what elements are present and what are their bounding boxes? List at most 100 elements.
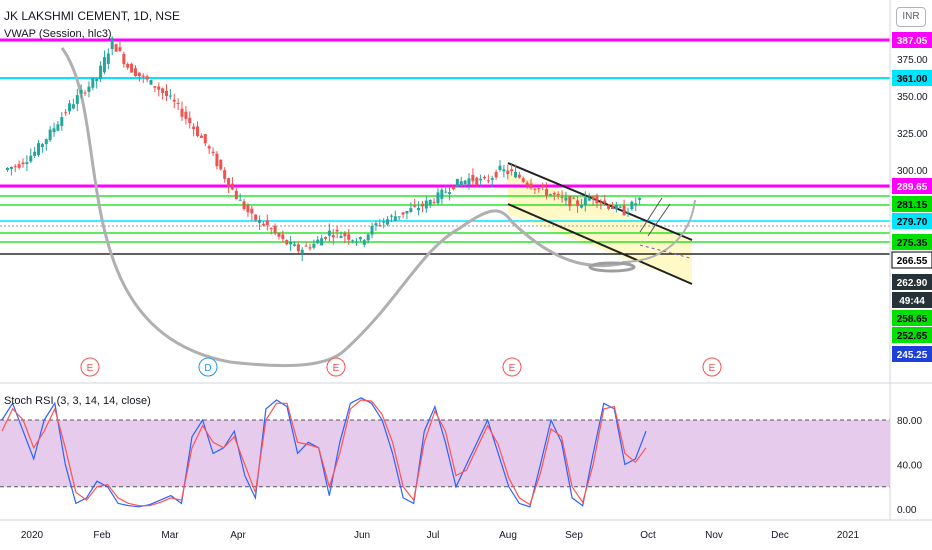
candle-body	[618, 206, 622, 208]
candle-body	[281, 234, 285, 239]
candle-body	[451, 186, 455, 190]
time-axis-label: Dec	[771, 530, 789, 541]
price-badge-bg	[892, 292, 932, 308]
price-badge[interactable]: 262.90	[892, 274, 932, 290]
stoch-rsi-label[interactable]: Stoch RSI (3, 3, 14, 14, close)	[4, 395, 151, 407]
price-badge[interactable]: 361.00	[892, 70, 932, 86]
price-badge[interactable]: 387.05	[892, 32, 932, 48]
price-badge-bg	[892, 178, 932, 194]
candle-body	[17, 164, 21, 168]
projection-dashed-line	[639, 244, 691, 259]
event-marker-label: D	[204, 363, 211, 374]
candle-body	[420, 203, 424, 207]
price-badge-label: 289.65	[897, 182, 928, 193]
event-marker-circle	[702, 357, 722, 377]
stoch-d-line	[1, 399, 647, 507]
price-badge[interactable]: 266.55	[891, 251, 932, 269]
price-badge[interactable]: 258.65	[892, 310, 932, 326]
price-badge[interactable]: 252.65	[892, 327, 932, 343]
earnings-marker[interactable]: E	[502, 357, 522, 377]
price-badge[interactable]: 289.65	[892, 178, 932, 194]
candle-body	[6, 167, 9, 171]
earnings-marker[interactable]: E	[326, 357, 346, 377]
candle-body	[568, 196, 572, 207]
time-axis-label: Feb	[93, 530, 111, 541]
currency-badge[interactable]: INR	[896, 7, 926, 27]
candle-body	[459, 181, 463, 186]
candle-body	[265, 220, 269, 226]
candle-body	[126, 63, 130, 68]
candle-body	[514, 171, 518, 178]
candle-body	[409, 208, 413, 213]
candle-body	[506, 170, 510, 175]
candle-body	[37, 143, 41, 156]
candle-body	[180, 108, 184, 117]
candle-body	[25, 162, 29, 164]
price-badge-bg	[892, 327, 932, 343]
price-badge[interactable]: 275.35	[892, 234, 932, 250]
candle-body	[44, 139, 48, 144]
candle-body	[250, 208, 254, 214]
time-axis-label: Nov	[705, 530, 723, 541]
price-badge-bg	[892, 346, 932, 362]
time-axis-label: Apr	[230, 530, 246, 541]
candle-body	[13, 166, 17, 168]
candle-body	[29, 155, 33, 162]
candle-body	[75, 95, 79, 104]
candle-body	[188, 117, 192, 124]
candle-body	[165, 90, 168, 97]
dividend-marker[interactable]: D	[198, 357, 218, 377]
earnings-marker[interactable]: E	[80, 357, 100, 377]
price-badge[interactable]: 245.25	[892, 346, 932, 362]
time-axis-label: Aug	[499, 530, 517, 541]
candle-body	[95, 78, 99, 82]
candle-body	[378, 225, 382, 227]
candle-body	[223, 170, 227, 179]
candle-body	[444, 191, 448, 193]
price-badge[interactable]: 281.15	[892, 196, 932, 212]
candle-body	[242, 201, 246, 209]
candle-body	[261, 223, 265, 226]
candle-body	[172, 99, 176, 102]
candle-body	[483, 176, 486, 179]
candle-body	[358, 237, 362, 240]
candle-body	[99, 65, 103, 79]
event-marker-circle	[198, 357, 218, 377]
price-badge-bg	[892, 310, 932, 326]
vwap-indicator-label[interactable]: VWAP (Session, hlc3)	[4, 28, 112, 40]
price-badge-bg	[892, 32, 932, 48]
candle-body	[572, 197, 576, 199]
candle-body	[595, 195, 599, 204]
candle-body	[533, 188, 537, 190]
price-badge[interactable]: 49:44	[892, 292, 932, 308]
price-badge-label: 361.00	[897, 74, 928, 85]
candle-body	[614, 204, 618, 210]
earnings-marker[interactable]: E	[702, 357, 722, 377]
candle-body	[579, 204, 583, 208]
candle-body	[68, 103, 72, 112]
price-tick-label: 350.00	[897, 92, 928, 103]
handle-ellipse	[588, 261, 636, 273]
time-axis-label: 2020	[21, 530, 44, 541]
event-marker-circle	[80, 357, 100, 377]
candle-body	[176, 102, 180, 104]
price-badge[interactable]: 279.70	[892, 213, 932, 229]
event-marker-circle	[502, 357, 522, 377]
price-badge-bg	[892, 234, 932, 250]
candle-body	[320, 238, 324, 246]
candle-body	[60, 117, 64, 126]
candle-body	[529, 183, 533, 189]
stoch-tick-label: 80.00	[897, 416, 922, 427]
candle-body	[599, 202, 603, 204]
candle-body	[339, 236, 343, 238]
candle-body	[424, 200, 428, 209]
candle-body	[564, 197, 568, 201]
candles-group	[6, 36, 642, 262]
price-badge-label: 252.65	[897, 331, 928, 342]
time-axis-label: Oct	[640, 530, 656, 541]
price-badge-label: 266.55	[897, 256, 928, 267]
candle-body	[362, 240, 366, 245]
symbol-title[interactable]: JK LAKSHMI CEMENT, 1D, NSE	[4, 9, 181, 23]
